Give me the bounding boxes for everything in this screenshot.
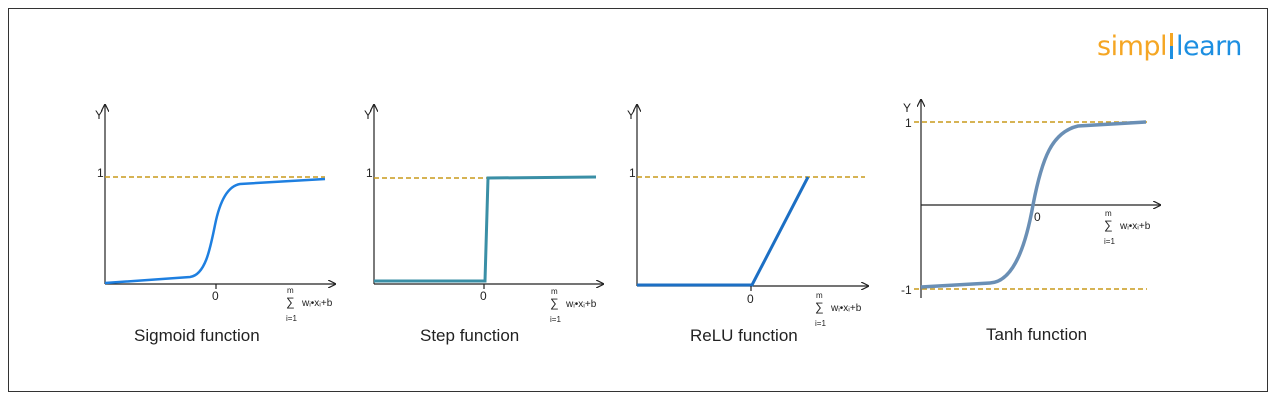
tanh-one-label: 1 (905, 116, 912, 130)
sigmoid-sum-expression: wᵢ•xᵢ+b (301, 298, 333, 309)
tanh-sum-expression: wᵢ•xᵢ+b (1119, 221, 1151, 232)
figure-frame (8, 8, 1268, 392)
step-sum-top: m (551, 287, 558, 296)
relu-sum-bottom: i=1 (815, 319, 826, 328)
sigmoid-curve (104, 177, 326, 285)
tanh-sum-symbol: ∑ (1104, 218, 1113, 232)
step-y-label: Y (364, 108, 372, 122)
relu-y-label: Y (627, 108, 635, 122)
step-origin-label: 0 (480, 289, 487, 303)
step-sum-symbol: ∑ (550, 296, 559, 310)
sigmoid-panel: Y 1 0 m ∑ i=1 wᵢ•xᵢ+b Sigmoid function (95, 105, 335, 345)
sigmoid-sum-symbol: ∑ (286, 295, 295, 309)
tanh-curve (920, 120, 1147, 289)
relu-sum-expression: wᵢ•xᵢ+b (830, 303, 862, 314)
step-title: Step function (420, 326, 519, 345)
step-one-label: 1 (366, 166, 373, 180)
tanh-origin-label: 0 (1034, 210, 1041, 224)
sigmoid-sum-top: m (287, 286, 294, 295)
step-curve (374, 175, 597, 283)
tanh-sum-top: m (1105, 209, 1112, 218)
tanh-title: Tanh function (986, 325, 1087, 344)
relu-sum-symbol: ∑ (815, 300, 824, 314)
sigmoid-sum-bottom: i=1 (286, 314, 297, 323)
simplilearn-logo: simpl learn (1097, 31, 1242, 62)
sigmoid-origin-label: 0 (212, 289, 219, 303)
tanh-panel: Y 1 -1 0 m ∑ i=1 wᵢ•xᵢ+b Tanh function (901, 100, 1160, 344)
relu-origin-label: 0 (747, 292, 754, 306)
relu-title: ReLU function (690, 326, 798, 345)
relu-panel: Y 1 0 m ∑ i=1 wᵢ•xᵢ+b ReLU function (627, 105, 868, 345)
step-sum-bottom: i=1 (550, 315, 561, 324)
sigmoid-y-label: Y (95, 108, 103, 122)
tanh-sum-bottom: i=1 (1104, 237, 1115, 246)
tanh-y-label: Y (903, 101, 911, 115)
tanh-minus-one-label: -1 (901, 283, 912, 297)
relu-one-label: 1 (629, 166, 636, 180)
relu-sum-top: m (816, 291, 823, 300)
relu-curve (637, 176, 810, 287)
step-sum-expression: wᵢ•xᵢ+b (565, 299, 597, 310)
sigmoid-title: Sigmoid function (134, 326, 260, 345)
step-panel: Y 1 0 m ∑ i=1 wᵢ•xᵢ+b Step function (364, 105, 603, 345)
sigmoid-one-label: 1 (97, 166, 104, 180)
